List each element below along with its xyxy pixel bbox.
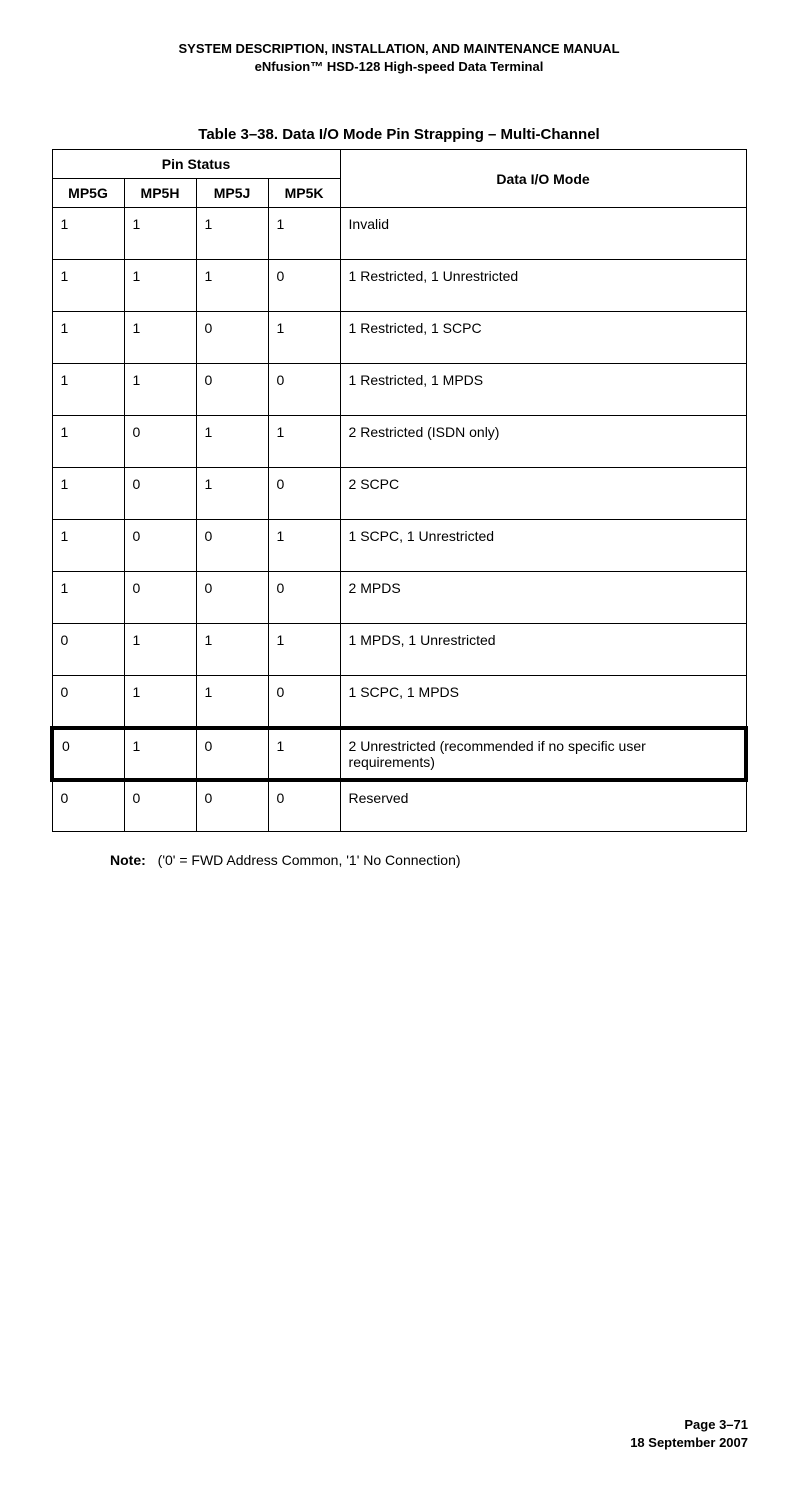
table-row: 1 1 0 1 1 Restricted, 1 SCPC	[52, 312, 746, 364]
cell-pin: 1	[52, 468, 124, 520]
header-line-2: eNfusion™ HSD-128 High-speed Data Termin…	[50, 58, 748, 76]
cell-pin: 0	[196, 780, 268, 832]
pin-strapping-table: Pin Status Data I/O Mode MP5G MP5H MP5J …	[50, 149, 748, 832]
cell-pin: 1	[196, 468, 268, 520]
note-text: ('0' = FWD Address Common, '1' No Connec…	[158, 852, 461, 868]
note-label: Note:	[110, 852, 146, 868]
table-row: 1 0 1 0 2 SCPC	[52, 468, 746, 520]
cell-pin: 1	[52, 364, 124, 416]
cell-pin: 1	[196, 676, 268, 728]
cell-pin: 1	[124, 260, 196, 312]
cell-pin: 1	[52, 416, 124, 468]
document-header: SYSTEM DESCRIPTION, INSTALLATION, AND MA…	[50, 40, 748, 76]
cell-pin: 1	[124, 364, 196, 416]
table-row: 1 1 0 0 1 Restricted, 1 MPDS	[52, 364, 746, 416]
cell-mode: Invalid	[340, 208, 746, 260]
mode-header: Data I/O Mode	[340, 150, 746, 208]
table-body: 1 1 1 1 Invalid 1 1 1 0 1 Restricted, 1 …	[52, 208, 746, 832]
table-row-highlighted: 0 1 0 1 2 Unrestricted (recommended if n…	[52, 728, 746, 780]
cell-pin: 1	[124, 676, 196, 728]
header-line-1: SYSTEM DESCRIPTION, INSTALLATION, AND MA…	[50, 40, 748, 58]
cell-mode: 1 SCPC, 1 MPDS	[340, 676, 746, 728]
cell-pin: 1	[196, 624, 268, 676]
cell-pin: 0	[124, 780, 196, 832]
table-row: 1 1 1 1 Invalid	[52, 208, 746, 260]
cell-pin: 1	[124, 208, 196, 260]
cell-pin: 1	[268, 520, 340, 572]
cell-pin: 0	[52, 676, 124, 728]
table-row: 1 0 0 0 2 MPDS	[52, 572, 746, 624]
cell-pin: 1	[124, 728, 196, 780]
cell-mode: 2 SCPC	[340, 468, 746, 520]
table-row: 1 1 1 0 1 Restricted, 1 Unrestricted	[52, 260, 746, 312]
col-mp5g: MP5G	[52, 179, 124, 208]
cell-pin: 1	[124, 624, 196, 676]
cell-mode: 2 MPDS	[340, 572, 746, 624]
col-mp5k: MP5K	[268, 179, 340, 208]
cell-mode: 1 SCPC, 1 Unrestricted	[340, 520, 746, 572]
cell-mode: 1 Restricted, 1 MPDS	[340, 364, 746, 416]
footer-page: Page 3–71	[630, 1416, 748, 1434]
cell-pin: 1	[268, 312, 340, 364]
cell-pin: 0	[124, 520, 196, 572]
cell-pin: 1	[52, 312, 124, 364]
cell-pin: 1	[196, 208, 268, 260]
cell-pin: 1	[52, 208, 124, 260]
cell-pin: 0	[268, 780, 340, 832]
cell-mode: Reserved	[340, 780, 746, 832]
table-row: 0 1 1 0 1 SCPC, 1 MPDS	[52, 676, 746, 728]
cell-pin: 0	[196, 364, 268, 416]
cell-pin: 1	[268, 208, 340, 260]
note: Note: ('0' = FWD Address Common, '1' No …	[110, 852, 748, 868]
cell-pin: 0	[268, 468, 340, 520]
cell-pin: 1	[124, 312, 196, 364]
cell-pin: 0	[52, 728, 124, 780]
cell-pin: 0	[268, 260, 340, 312]
cell-pin: 0	[52, 624, 124, 676]
cell-pin: 0	[52, 780, 124, 832]
cell-pin: 1	[52, 572, 124, 624]
cell-mode: 2 Unrestricted (recommended if no specif…	[340, 728, 746, 780]
cell-mode: 2 Restricted (ISDN only)	[340, 416, 746, 468]
cell-pin: 0	[196, 572, 268, 624]
cell-pin: 0	[268, 572, 340, 624]
footer-date: 18 September 2007	[630, 1434, 748, 1452]
cell-pin: 1	[268, 416, 340, 468]
cell-pin: 0	[268, 676, 340, 728]
cell-pin: 1	[52, 260, 124, 312]
cell-pin: 0	[124, 572, 196, 624]
cell-pin: 0	[196, 520, 268, 572]
col-mp5h: MP5H	[124, 179, 196, 208]
cell-pin: 1	[268, 728, 340, 780]
cell-pin: 0	[196, 728, 268, 780]
table-row: 0 1 1 1 1 MPDS, 1 Unrestricted	[52, 624, 746, 676]
cell-pin: 1	[52, 520, 124, 572]
table-row: 1 0 0 1 1 SCPC, 1 Unrestricted	[52, 520, 746, 572]
cell-pin: 1	[196, 260, 268, 312]
cell-pin: 0	[124, 468, 196, 520]
pin-status-header: Pin Status	[52, 150, 340, 179]
cell-pin: 0	[124, 416, 196, 468]
cell-mode: 1 Restricted, 1 Unrestricted	[340, 260, 746, 312]
page-footer: Page 3–71 18 September 2007	[630, 1416, 748, 1452]
table-row: 1 0 1 1 2 Restricted (ISDN only)	[52, 416, 746, 468]
cell-mode: 1 MPDS, 1 Unrestricted	[340, 624, 746, 676]
cell-mode: 1 Restricted, 1 SCPC	[340, 312, 746, 364]
cell-pin: 1	[268, 624, 340, 676]
cell-pin: 0	[268, 364, 340, 416]
table-caption: Table 3–38. Data I/O Mode Pin Strapping …	[50, 126, 748, 143]
cell-pin: 1	[196, 416, 268, 468]
col-mp5j: MP5J	[196, 179, 268, 208]
table-row: 0 0 0 0 Reserved	[52, 780, 746, 832]
cell-pin: 0	[196, 312, 268, 364]
